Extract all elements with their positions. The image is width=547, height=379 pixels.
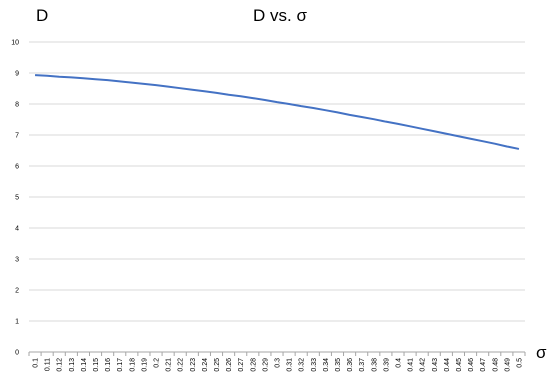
x-tick-label: 0.28 xyxy=(250,358,257,372)
x-tick-labels: 0.1 0.11 0.12 0.13 0.14 0.15 0.16 0.17 0.18 0.19 0… xyxy=(33,358,524,372)
y-tick-labels: 0 1 2 3 4 5 6 7 8 9 10 xyxy=(11,40,19,357)
x-tick-label: 0.27 xyxy=(238,358,245,372)
x-tick-label: 0.29 xyxy=(262,358,269,372)
y-tick-label: 5 xyxy=(15,195,19,202)
x-tick-label: 0.31 xyxy=(287,358,294,372)
y-tick-label: 7 xyxy=(15,133,19,140)
x-tick-label: 0.36 xyxy=(347,358,354,372)
y-tick-label: 6 xyxy=(15,164,19,171)
y-tick-label: 9 xyxy=(15,71,19,78)
y-tick-label: 8 xyxy=(15,102,19,109)
x-tick-label: 0.24 xyxy=(202,358,209,372)
x-tick-label: 0.21 xyxy=(166,358,173,372)
y-tick-label: 3 xyxy=(15,257,19,264)
x-tick-label: 0.39 xyxy=(383,358,390,372)
x-tick-label: 0.1 xyxy=(33,358,40,368)
x-tick-label: 0.47 xyxy=(480,358,487,372)
x-tick-label: 0.37 xyxy=(359,358,366,372)
x-tick-label: 0.17 xyxy=(117,358,124,372)
x-tick-label: 0.35 xyxy=(335,358,342,372)
x-tick-label: 0.34 xyxy=(323,358,330,372)
x-tick-label: 0.32 xyxy=(299,358,306,372)
x-axis-label: σ xyxy=(536,343,547,362)
y-tick-label: 1 xyxy=(15,319,19,326)
x-tick-label: 0.41 xyxy=(408,358,415,372)
x-tick-label: 0.16 xyxy=(105,358,112,372)
x-tick-label: 0.38 xyxy=(371,358,378,372)
x-tick-label: 0.18 xyxy=(129,358,136,372)
y-tick-label: 0 xyxy=(15,350,19,357)
x-tick-label: 0.5 xyxy=(516,358,523,368)
x-tick-label: 0.43 xyxy=(432,358,439,372)
chart-title: D vs. σ xyxy=(253,6,307,25)
series-group xyxy=(34,74,520,150)
x-tick-label: 0.49 xyxy=(504,358,511,372)
x-tick-label: 0.11 xyxy=(45,358,52,371)
x-tick-label: 0.3 xyxy=(275,358,282,368)
x-tick-label: 0.12 xyxy=(57,358,64,372)
x-tick-label: 0.14 xyxy=(81,358,88,372)
x-tick-label: 0.13 xyxy=(69,358,76,372)
x-tick-label: 0.46 xyxy=(468,358,475,372)
x-tick-label: 0.45 xyxy=(456,358,463,372)
x-tick-label: 0.42 xyxy=(420,358,427,372)
x-tick-label: 0.23 xyxy=(190,358,197,372)
series-line xyxy=(34,74,520,150)
x-tick-label: 0.44 xyxy=(444,358,451,372)
y-tick-label: 10 xyxy=(11,40,19,47)
x-tick-label: 0.48 xyxy=(492,358,499,372)
gridlines xyxy=(28,41,526,356)
x-tick-label: 0.26 xyxy=(226,358,233,372)
x-tick-label: 0.15 xyxy=(93,358,100,372)
x-tick-label: 0.19 xyxy=(141,358,148,372)
x-tick-label: 0.2 xyxy=(154,358,161,368)
y-tick-label: 4 xyxy=(15,226,19,233)
y-tick-label: 2 xyxy=(15,288,19,295)
x-tick-label: 0.4 xyxy=(395,358,402,368)
x-tick-label: 0.22 xyxy=(178,358,185,372)
x-tick-label: 0.33 xyxy=(311,358,318,372)
x-tick-label: 0.25 xyxy=(214,358,221,372)
y-axis-label: D xyxy=(36,6,48,25)
